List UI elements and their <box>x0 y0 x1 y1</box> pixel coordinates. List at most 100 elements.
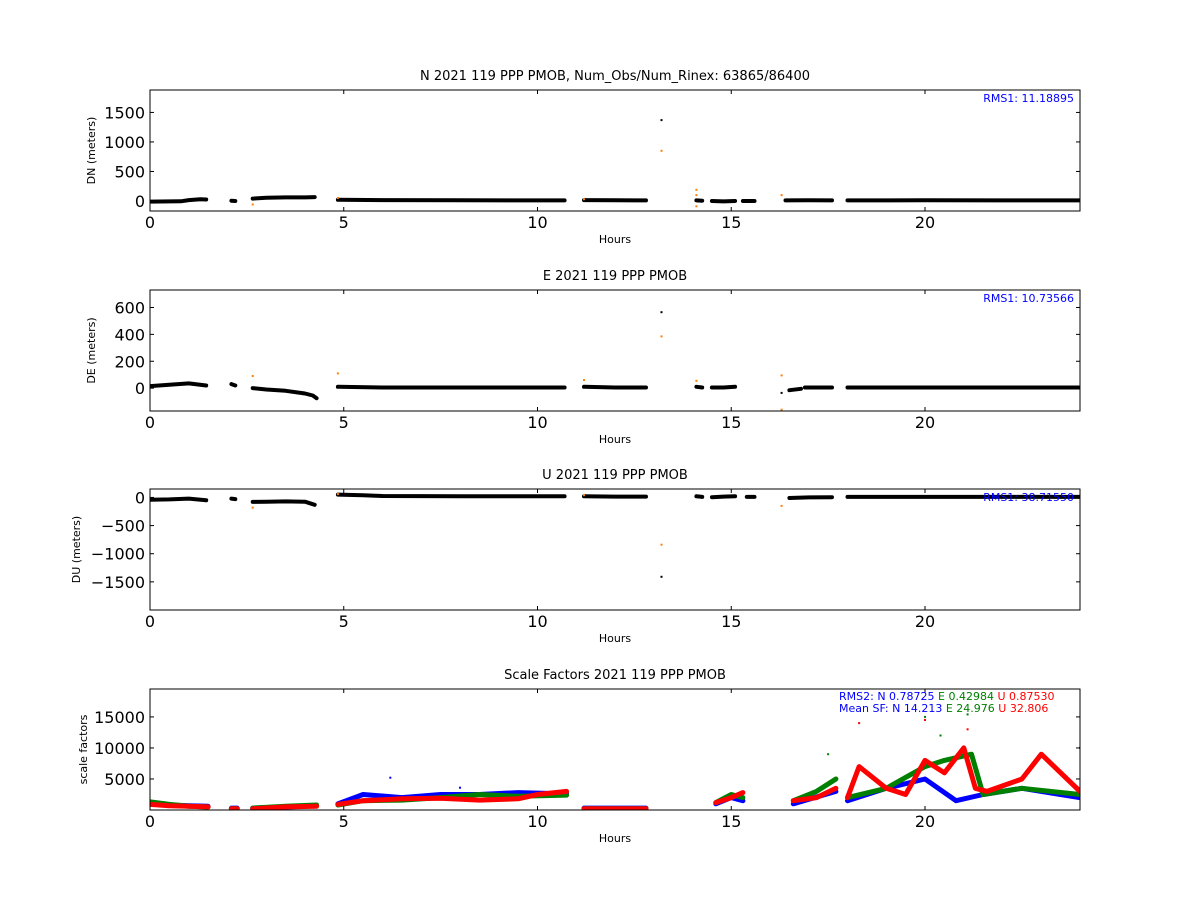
data-point <box>660 335 663 338</box>
data-point <box>924 719 926 721</box>
chart-title: Scale Factors 2021 119 PPP PMOB <box>504 668 726 683</box>
plot-area <box>150 492 1080 578</box>
series-0 <box>150 311 1080 401</box>
series-line <box>709 384 738 390</box>
data-point <box>695 188 698 191</box>
data-point <box>966 728 969 731</box>
series-line <box>845 745 1080 801</box>
x-axis-label: Hours <box>599 632 631 645</box>
series-line <box>335 197 567 203</box>
data-point <box>695 205 698 208</box>
data-point <box>780 504 783 507</box>
y-tick-label: 0 <box>135 488 145 507</box>
x-tick-label: 20 <box>915 612 935 631</box>
series-1 <box>251 149 783 208</box>
data-point <box>251 203 254 206</box>
x-tick-label: 20 <box>915 812 935 831</box>
rms-annotation: RMS1: 38.71550 <box>983 491 1074 504</box>
y-axis-label: DN (meters) <box>85 117 98 185</box>
y-axis-label: DU (meters) <box>70 516 83 583</box>
series-E <box>150 713 1080 810</box>
series-1 <box>251 335 783 411</box>
data-point <box>827 753 830 756</box>
data-point <box>924 715 926 718</box>
data-point <box>858 722 861 725</box>
axes-frame <box>149 89 1081 212</box>
x-tick-label: 10 <box>527 612 547 631</box>
y-tick-label: 0 <box>135 192 145 211</box>
x-tick-label: 15 <box>721 812 741 831</box>
stats-annotation-part: RMS2: N 0.78725 <box>839 690 935 703</box>
x-tick-label: 15 <box>721 612 741 631</box>
series-line <box>229 382 238 388</box>
y-tick-label: 5000 <box>104 770 145 789</box>
series-U <box>150 719 1080 810</box>
series-line <box>150 381 209 389</box>
plot-area <box>150 713 1080 810</box>
series-1 <box>251 493 783 546</box>
series-0 <box>150 119 1080 204</box>
axes-frame <box>149 688 1081 811</box>
rms-annotation: RMS1: 10.73566 <box>983 292 1074 305</box>
y-tick-label: −1500 <box>91 573 145 592</box>
x-tick-label: 10 <box>527 812 547 831</box>
data-point <box>660 119 663 122</box>
x-tick-label: 5 <box>339 612 349 631</box>
y-tick-label: 0 <box>135 379 145 398</box>
series-line <box>694 494 705 499</box>
x-axis-label: Hours <box>599 832 631 845</box>
y-tick-label: 200 <box>114 352 145 371</box>
data-point <box>695 194 698 197</box>
data-point <box>695 379 698 382</box>
data-point <box>660 543 663 546</box>
panel-up: U 2021 119 PPP PMOB 0 5 10 15 20 0 −500 −1000 −15… <box>70 468 1081 645</box>
y-tick-label: 600 <box>114 298 145 317</box>
data-point <box>459 786 461 789</box>
x-axis-label: Hours <box>599 233 631 246</box>
x-tick-label: 15 <box>721 213 741 232</box>
y-tick-label: 500 <box>114 162 145 181</box>
x-tick-label: 5 <box>339 213 349 232</box>
series-line <box>335 788 570 807</box>
x-tick-label: 5 <box>339 413 349 432</box>
x-axis-label: Hours <box>599 433 631 446</box>
y-axis-label: scale factors <box>77 714 90 784</box>
data-point <box>780 391 783 394</box>
series-line <box>713 790 746 806</box>
series-line <box>150 197 209 204</box>
stats-annotation: Mean SF: N 14.213 E 24.976 U 32.806 <box>839 702 1048 715</box>
data-point <box>966 713 969 716</box>
x-tick-label: 20 <box>915 413 935 432</box>
data-point <box>780 408 783 411</box>
axes-frame <box>149 488 1081 611</box>
data-point <box>780 374 783 377</box>
series-line <box>335 384 567 390</box>
series-line <box>787 386 803 393</box>
panel-scale: Scale Factors 2021 119 PPP PMOB 0 5 10 15 20 5… <box>77 668 1081 845</box>
y-tick-label: 1500 <box>104 103 145 122</box>
x-tick-label: 10 <box>527 213 547 232</box>
y-tick-label: 10000 <box>94 739 145 758</box>
x-tick-label: 0 <box>145 413 155 432</box>
data-point <box>251 506 254 509</box>
series-line <box>229 496 238 502</box>
data-point <box>660 311 663 314</box>
x-tick-label: 10 <box>527 413 547 432</box>
stats-annotation-part: U 32.806 <box>995 702 1049 715</box>
stats-annotation-part: E 24.976 <box>942 702 994 715</box>
series-line <box>150 496 209 503</box>
x-tick-label: 5 <box>339 812 349 831</box>
plot-area <box>150 119 1080 208</box>
data-point <box>583 379 585 382</box>
series-line <box>582 384 648 390</box>
x-tick-label: 20 <box>915 213 935 232</box>
series-line <box>787 495 834 500</box>
plot-area <box>150 311 1080 411</box>
data-point <box>336 493 339 496</box>
data-point <box>939 734 942 737</box>
series-line <box>790 785 839 804</box>
data-point <box>336 372 339 375</box>
y-tick-label: −500 <box>101 517 145 536</box>
data-point <box>583 494 585 497</box>
